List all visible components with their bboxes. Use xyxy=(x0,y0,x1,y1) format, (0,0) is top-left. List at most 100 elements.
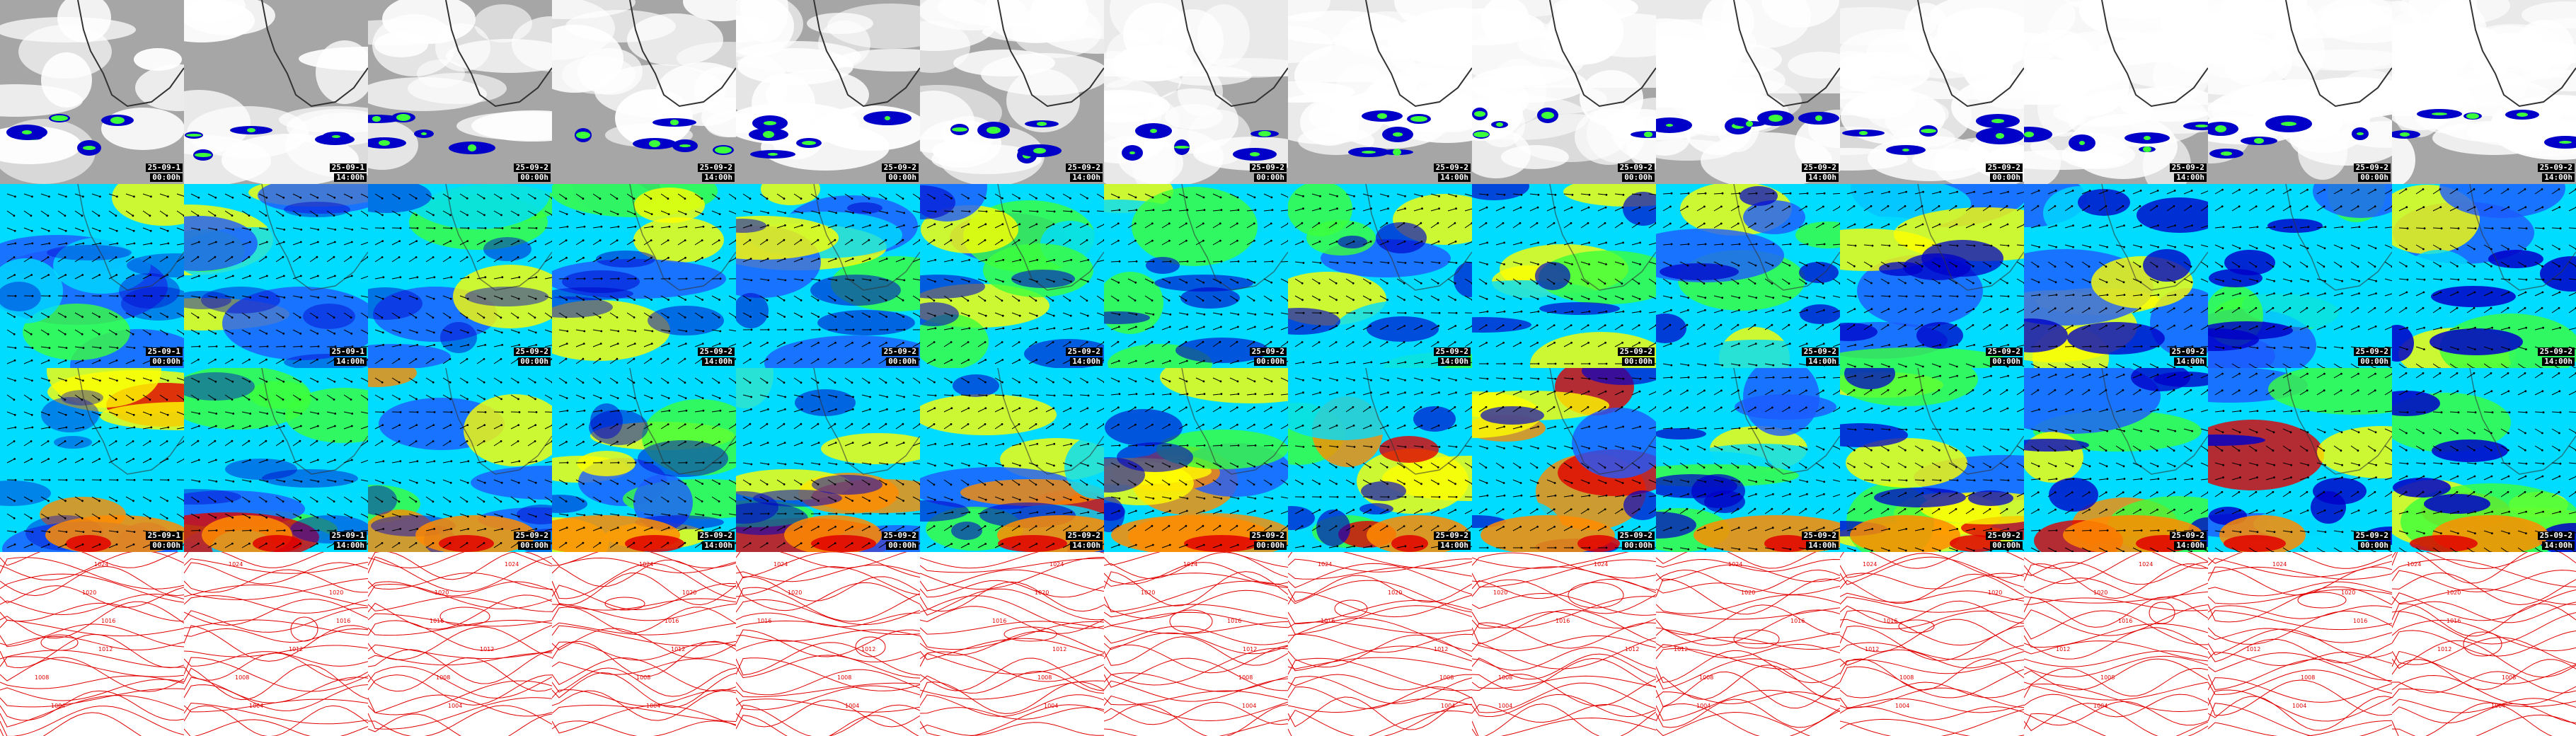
map-time-label: 00:00h xyxy=(2358,541,2391,550)
wind-map-image xyxy=(1840,368,2024,552)
map-time-label: 14:00h xyxy=(1806,541,1839,550)
map-date-label: 25-09-2 xyxy=(1801,163,1839,172)
wind-map-image xyxy=(1472,184,1656,368)
wind-map-image xyxy=(1104,368,1288,552)
wind-map-image xyxy=(1104,184,1288,368)
cloud-map-image xyxy=(368,0,552,184)
map-date-label: 25-09-2 xyxy=(1617,531,1655,540)
map-time-label: 14:00h xyxy=(2542,357,2575,366)
map-date-label: 25-09-2 xyxy=(1985,531,2023,540)
wind-map-image xyxy=(1472,368,1656,552)
map-time-label: 00:00h xyxy=(2358,173,2391,182)
cloud-map-tile: 25-09-2 14:00h xyxy=(2392,0,2576,184)
pressure-map-tile: 1024 1020 1016 1012 1008 1004 xyxy=(2208,552,2392,736)
pressure-map-tile: 1024 1020 1016 1012 1008 1004 xyxy=(552,552,736,736)
wind-map-image xyxy=(1656,184,1840,368)
wind-map-image xyxy=(736,368,920,552)
map-time-label: 00:00h xyxy=(886,357,919,366)
map-date-label: 25-09-2 xyxy=(1433,531,1471,540)
map-date-label: 25-09-2 xyxy=(1985,347,2023,356)
cloud-map-image xyxy=(1656,0,1840,184)
wind-map-tile: 25-09-2 14:00h xyxy=(552,184,736,368)
map-time-label: 14:00h xyxy=(1070,173,1103,182)
map-time-label: 00:00h xyxy=(150,173,183,182)
wind-map-tile: 25-09-2 14:00h xyxy=(2024,368,2208,552)
map-time-label: 00:00h xyxy=(150,357,183,366)
wind-map-tile: 25-09-2 00:00h xyxy=(2208,184,2392,368)
cloud-map-tile: 25-09-2 14:00h xyxy=(1656,0,1840,184)
wind-map-image xyxy=(1840,184,2024,368)
map-date-label: 25-09-2 xyxy=(1065,531,1103,540)
map-time-label: 14:00h xyxy=(702,541,735,550)
map-date-label: 25-09-2 xyxy=(1065,347,1103,356)
cloud-map-image xyxy=(184,0,368,184)
cloud-map-image xyxy=(2392,0,2576,184)
map-date-label: 25-09-2 xyxy=(2169,531,2207,540)
cloud-map-image xyxy=(2024,0,2208,184)
map-date-label: 25-09-1 xyxy=(329,347,367,356)
wind-map-image xyxy=(184,368,368,552)
cloud-map-image xyxy=(736,0,920,184)
cloud-map-image xyxy=(1288,0,1472,184)
wind-map-tile: 25-09-2 00:00h xyxy=(736,368,920,552)
map-time-label: 14:00h xyxy=(1806,173,1839,182)
map-time-label: 00:00h xyxy=(1622,173,1655,182)
cloud-map-image xyxy=(1472,0,1656,184)
wind-map-image xyxy=(0,368,184,552)
pressure-map-tile: 1024 1020 1016 1012 1008 1004 xyxy=(184,552,368,736)
cloud-map-image xyxy=(920,0,1104,184)
map-date-label: 25-09-2 xyxy=(1985,163,2023,172)
map-time-label: 14:00h xyxy=(334,541,367,550)
map-date-label: 25-09-2 xyxy=(697,531,735,540)
wind-map-tile: 25-09-1 00:00h xyxy=(0,184,184,368)
wind-map-image xyxy=(0,184,184,368)
wind-map-tile: 25-09-2 00:00h xyxy=(368,368,552,552)
wind-map-image xyxy=(1288,368,1472,552)
pressure-map-tile: 1024 1020 1016 1012 1008 1004 xyxy=(0,552,184,736)
wind-map-tile: 25-09-2 14:00h xyxy=(552,368,736,552)
map-time-label: 00:00h xyxy=(1254,357,1287,366)
wind-map-image xyxy=(2024,368,2208,552)
wind-map-tile: 25-09-2 00:00h xyxy=(1104,184,1288,368)
map-date-label: 25-09-2 xyxy=(1433,347,1471,356)
wind-map-image xyxy=(2208,184,2392,368)
wind-map-tile: 25-09-2 00:00h xyxy=(2208,368,2392,552)
map-time-label: 00:00h xyxy=(1254,173,1287,182)
map-time-label: 14:00h xyxy=(2174,541,2207,550)
cloud-map-image xyxy=(2208,0,2392,184)
wind-map-tile: 25-09-2 00:00h xyxy=(1840,368,2024,552)
map-time-label: 14:00h xyxy=(334,357,367,366)
map-date-label: 25-09-2 xyxy=(2353,531,2391,540)
map-time-label: 00:00h xyxy=(1622,357,1655,366)
map-date-label: 25-09-2 xyxy=(1801,531,1839,540)
map-time-label: 14:00h xyxy=(1806,357,1839,366)
map-date-label: 25-09-2 xyxy=(513,347,551,356)
wind-map-tile: 25-09-1 14:00h xyxy=(184,184,368,368)
pressure-map-tile: 1024 1020 1016 1012 1008 1004 xyxy=(1288,552,1472,736)
map-date-label: 25-09-2 xyxy=(2353,347,2391,356)
cloud-map-tile: 25-09-2 00:00h xyxy=(736,0,920,184)
wind-map-image xyxy=(552,184,736,368)
map-time-label: 00:00h xyxy=(886,541,919,550)
map-time-label: 14:00h xyxy=(334,173,367,182)
wind-map-tile: 25-09-2 00:00h xyxy=(1840,184,2024,368)
map-date-label: 25-09-1 xyxy=(329,163,367,172)
wind-map-image xyxy=(736,184,920,368)
wind-map-image xyxy=(368,184,552,368)
map-time-label: 14:00h xyxy=(1070,541,1103,550)
map-date-label: 25-09-1 xyxy=(145,163,183,172)
map-date-label: 25-09-2 xyxy=(2537,347,2575,356)
map-date-label: 25-09-2 xyxy=(697,163,735,172)
cloud-map-image xyxy=(1104,0,1288,184)
map-date-label: 25-09-2 xyxy=(1433,163,1471,172)
map-date-label: 25-09-2 xyxy=(1065,163,1103,172)
map-time-label: 00:00h xyxy=(1254,541,1287,550)
pressure-map-tile: 1024 1020 1016 1012 1008 1004 xyxy=(1472,552,1656,736)
wind-map-tile: 25-09-2 00:00h xyxy=(368,184,552,368)
map-date-label: 25-09-2 xyxy=(1249,347,1287,356)
